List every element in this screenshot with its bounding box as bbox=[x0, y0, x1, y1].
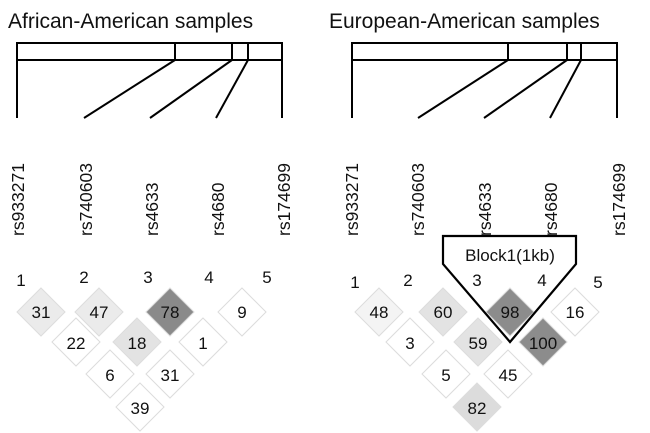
ld-cell: 3 bbox=[385, 317, 435, 367]
block-outline bbox=[441, 234, 578, 344]
snp-connector-line bbox=[149, 59, 233, 119]
panel-african-american: African-American samples rs933271 rs7406… bbox=[8, 10, 294, 432]
ld-value: 31 bbox=[32, 303, 51, 322]
ld-value: 39 bbox=[131, 399, 150, 418]
snp-label: rs740603 bbox=[408, 163, 428, 236]
ld-value: 78 bbox=[161, 303, 180, 322]
ld-cell: 22 bbox=[51, 317, 101, 367]
ld-cell: 45 bbox=[483, 349, 533, 399]
genomic-position-map bbox=[351, 42, 618, 119]
ld-cell: 48 bbox=[354, 287, 404, 337]
snp-labels: rs933271 rs740603 rs4633 rs4680 rs174699 bbox=[342, 163, 629, 236]
ld-cell: 59 bbox=[453, 317, 503, 367]
snp-connector-line bbox=[215, 59, 249, 119]
snp-label: rs933271 bbox=[342, 163, 362, 236]
snp-label: rs174699 bbox=[609, 163, 629, 236]
snp-index: 1 bbox=[350, 273, 359, 292]
ld-value: 100 bbox=[529, 334, 557, 353]
snp-connector-line bbox=[549, 59, 582, 119]
ld-value: 22 bbox=[67, 334, 86, 353]
snp-label: rs740603 bbox=[76, 163, 96, 236]
gene-bar bbox=[351, 42, 618, 61]
snp-index: 2 bbox=[79, 268, 88, 287]
ld-cell: 31 bbox=[145, 349, 195, 399]
ld-value: 5 bbox=[441, 366, 450, 385]
snp-index: 3 bbox=[143, 268, 152, 287]
ld-value: 48 bbox=[370, 303, 389, 322]
ld-cell: 78 bbox=[145, 287, 195, 337]
ld-matrix: 31 47 78 9 22 18 bbox=[16, 287, 267, 432]
ld-cell: 18 bbox=[112, 317, 162, 367]
snp-label: rs174699 bbox=[274, 163, 294, 236]
ld-cell: 98 bbox=[485, 287, 535, 337]
snp-label: rs4633 bbox=[475, 182, 495, 236]
snp-index: 5 bbox=[593, 273, 602, 292]
snp-index: 5 bbox=[262, 268, 271, 287]
ld-value: 59 bbox=[469, 334, 488, 353]
snp-connector-line bbox=[417, 59, 509, 119]
block-label: Block1(1kb) bbox=[465, 246, 555, 265]
snp-label: rs933271 bbox=[8, 163, 28, 236]
ld-value: 1 bbox=[198, 334, 207, 353]
ld-value: 6 bbox=[105, 366, 114, 385]
ld-value: 82 bbox=[468, 399, 487, 418]
snp-index: 2 bbox=[403, 271, 412, 290]
ld-value: 98 bbox=[501, 303, 520, 322]
snp-label: rs4680 bbox=[541, 182, 561, 236]
snp-labels: rs933271 rs740603 rs4633 rs4680 rs174699 bbox=[8, 163, 294, 236]
ld-value: 47 bbox=[90, 303, 109, 322]
snp-connector-line bbox=[83, 59, 176, 119]
snp-connector-line bbox=[483, 59, 568, 119]
panel-title: European-American samples bbox=[329, 10, 600, 33]
haplotype-block: Block1(1kb) bbox=[441, 234, 578, 344]
ld-cell: 47 bbox=[74, 287, 124, 337]
ld-value: 9 bbox=[237, 303, 246, 322]
snp-index: 4 bbox=[537, 271, 546, 290]
ld-cell: 31 bbox=[16, 287, 66, 337]
ld-value: 45 bbox=[499, 366, 518, 385]
ld-value: 60 bbox=[434, 303, 453, 322]
ld-value: 3 bbox=[405, 334, 414, 353]
gene-bar bbox=[16, 42, 283, 61]
snp-indices: 1 2 3 4 5 bbox=[16, 268, 271, 290]
ld-cell: 9 bbox=[217, 287, 267, 337]
genomic-position-map bbox=[16, 42, 283, 119]
snp-label: rs4633 bbox=[142, 182, 162, 236]
snp-index: 4 bbox=[204, 268, 213, 287]
ld-cell: 60 bbox=[418, 287, 468, 337]
ld-value: 31 bbox=[161, 366, 180, 385]
ld-cell: 100 bbox=[518, 317, 568, 367]
snp-index: 1 bbox=[16, 271, 25, 290]
ld-value: 18 bbox=[128, 334, 147, 353]
panel-european-american: European-American samples rs933271 rs740… bbox=[329, 10, 629, 432]
ld-cell: 5 bbox=[421, 349, 471, 399]
snp-label: rs4680 bbox=[208, 182, 228, 236]
ld-cell: 82 bbox=[452, 382, 502, 432]
snp-indices: 1 2 3 4 5 bbox=[350, 271, 602, 292]
snp-index: 3 bbox=[472, 271, 481, 290]
ld-cell: 39 bbox=[115, 382, 165, 432]
panel-title: African-American samples bbox=[8, 10, 253, 33]
ld-value: 16 bbox=[566, 303, 585, 322]
ld-matrix: 48 60 98 16 3 59 bbox=[354, 287, 600, 432]
ld-cell: 6 bbox=[85, 349, 135, 399]
ld-cell: 16 bbox=[550, 287, 600, 337]
ld-cell: 1 bbox=[178, 317, 228, 367]
